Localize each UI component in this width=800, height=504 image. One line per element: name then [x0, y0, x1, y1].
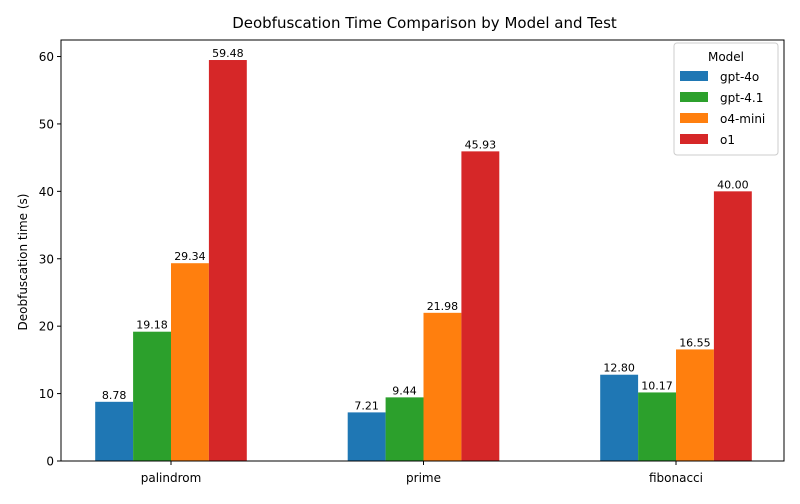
x-tick-label: fibonacci — [649, 471, 703, 485]
legend-label: gpt-4o — [720, 70, 759, 84]
x-tick-label: prime — [406, 471, 441, 485]
legend-items: gpt-4o gpt-4.1 o4-mini o1 — [680, 70, 765, 147]
legend-swatch-o1 — [680, 134, 708, 144]
bar-gpt-4o-prime — [347, 412, 386, 461]
bar-value-label: 59.48 — [212, 47, 244, 60]
legend-label: o4-mini — [720, 112, 765, 126]
legend: Model gpt-4o gpt-4.1 o4-mini o1 — [673, 42, 779, 156]
legend-label: o1 — [720, 133, 735, 147]
bar-value-label: 29.34 — [174, 250, 206, 263]
legend-label: gpt-4.1 — [720, 91, 763, 105]
bar-o4-mini-prime — [423, 312, 462, 461]
y-tick-label: 60 — [39, 50, 54, 64]
bars-layer — [95, 60, 752, 462]
bar-value-label: 21.98 — [427, 300, 459, 313]
y-axis-label: Deobfuscation time (s) — [16, 194, 30, 331]
bar-o4-mini-palindrom — [171, 263, 209, 461]
bar-value-label: 16.55 — [679, 336, 711, 349]
legend-title: Model — [708, 50, 744, 64]
bar-value-label: 12.80 — [603, 362, 635, 375]
bar-value-label: 45.93 — [465, 138, 497, 151]
x-tick-label: palindrom — [141, 471, 202, 485]
bar-gpt-4.1-prime — [385, 397, 424, 461]
bar-value-label: 8.78 — [102, 389, 127, 402]
y-tick-label: 0 — [46, 455, 54, 469]
bar-value-label: 40.00 — [717, 178, 749, 191]
bar-o1-prime — [461, 151, 500, 461]
y-axis-ticks: 0 10 20 30 40 50 60 — [39, 50, 61, 469]
bar-gpt-4o-palindrom — [95, 401, 134, 461]
bar-gpt-4o-fibonacci — [600, 374, 639, 461]
bar-value-label: 7.21 — [354, 399, 379, 412]
x-axis-ticks: palindrom prime fibonacci — [141, 461, 703, 485]
y-tick-label: 20 — [39, 320, 54, 334]
bar-value-labels: 8.78 7.21 12.80 19.18 9.44 10.17 29.34 21.98 16.… — [102, 47, 749, 412]
legend-swatch-gpt-4o — [680, 71, 708, 81]
bar-value-label: 9.44 — [392, 384, 417, 397]
chart-title: Deobfuscation Time Comparison by Model a… — [232, 14, 617, 32]
y-tick-label: 40 — [39, 185, 54, 199]
bar-value-label: 10.17 — [641, 379, 673, 392]
legend-swatch-gpt-4.1 — [680, 92, 708, 102]
bar-o1-palindrom — [208, 60, 247, 462]
plot-area-frame — [60, 39, 785, 462]
y-tick-label: 50 — [39, 117, 54, 131]
bar-gpt-4.1-fibonacci — [638, 392, 676, 461]
bar-o1-fibonacci — [713, 191, 752, 461]
bar-o4-mini-fibonacci — [676, 349, 714, 461]
legend-swatch-o4-mini — [680, 113, 708, 123]
bar-gpt-4.1-palindrom — [133, 331, 171, 461]
y-tick-label: 30 — [39, 252, 54, 266]
y-tick-label: 10 — [39, 387, 54, 401]
bar-value-label: 19.18 — [136, 319, 168, 332]
